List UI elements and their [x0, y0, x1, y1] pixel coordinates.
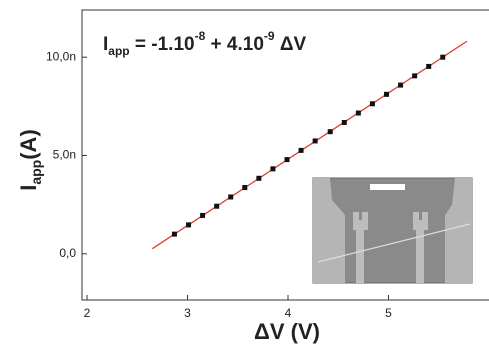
- point: [214, 203, 220, 209]
- point: [341, 119, 347, 125]
- point: [298, 147, 304, 153]
- y-label-symbol: I: [16, 185, 41, 191]
- point: [426, 63, 432, 69]
- point: [355, 110, 361, 116]
- eq-sub: app: [108, 44, 129, 58]
- point: [270, 166, 276, 172]
- y-tick-label: 5,0n: [53, 148, 76, 162]
- y-tick-label: 0,0: [59, 246, 76, 260]
- point: [369, 101, 375, 107]
- point: [312, 138, 318, 144]
- points: [171, 54, 446, 237]
- eq-part: + 4.10: [205, 34, 264, 55]
- equation: Iapp = -1.10-8 + 4.10-9 ΔV: [103, 29, 307, 58]
- point: [242, 185, 248, 191]
- point: [383, 91, 389, 97]
- eq-exp: -9: [264, 29, 275, 43]
- y-label: Iapp(A): [16, 129, 44, 191]
- eq-part: ΔV: [275, 34, 307, 55]
- x-tick-label: 3: [184, 306, 191, 320]
- inset-image: [312, 177, 473, 284]
- point: [256, 175, 262, 181]
- y-tick-label: 10,0n: [46, 49, 76, 63]
- point: [398, 82, 404, 88]
- x-tick-label: 5: [385, 306, 392, 320]
- point: [200, 212, 206, 218]
- eq-symbol: I: [103, 34, 108, 55]
- point: [186, 222, 192, 228]
- x-label: ΔV (V): [254, 319, 320, 344]
- point: [171, 231, 177, 237]
- x-tick-label: 4: [285, 306, 292, 320]
- x-tick-label: 2: [84, 306, 91, 320]
- y-label-sub: app: [28, 160, 44, 185]
- y-label-unit: (A): [16, 129, 41, 160]
- point: [412, 73, 418, 79]
- point: [440, 54, 446, 60]
- point: [284, 157, 290, 163]
- point: [327, 129, 333, 135]
- eq-part: = -1.10: [130, 34, 195, 55]
- eq-exp: -8: [195, 29, 206, 43]
- point: [228, 194, 234, 200]
